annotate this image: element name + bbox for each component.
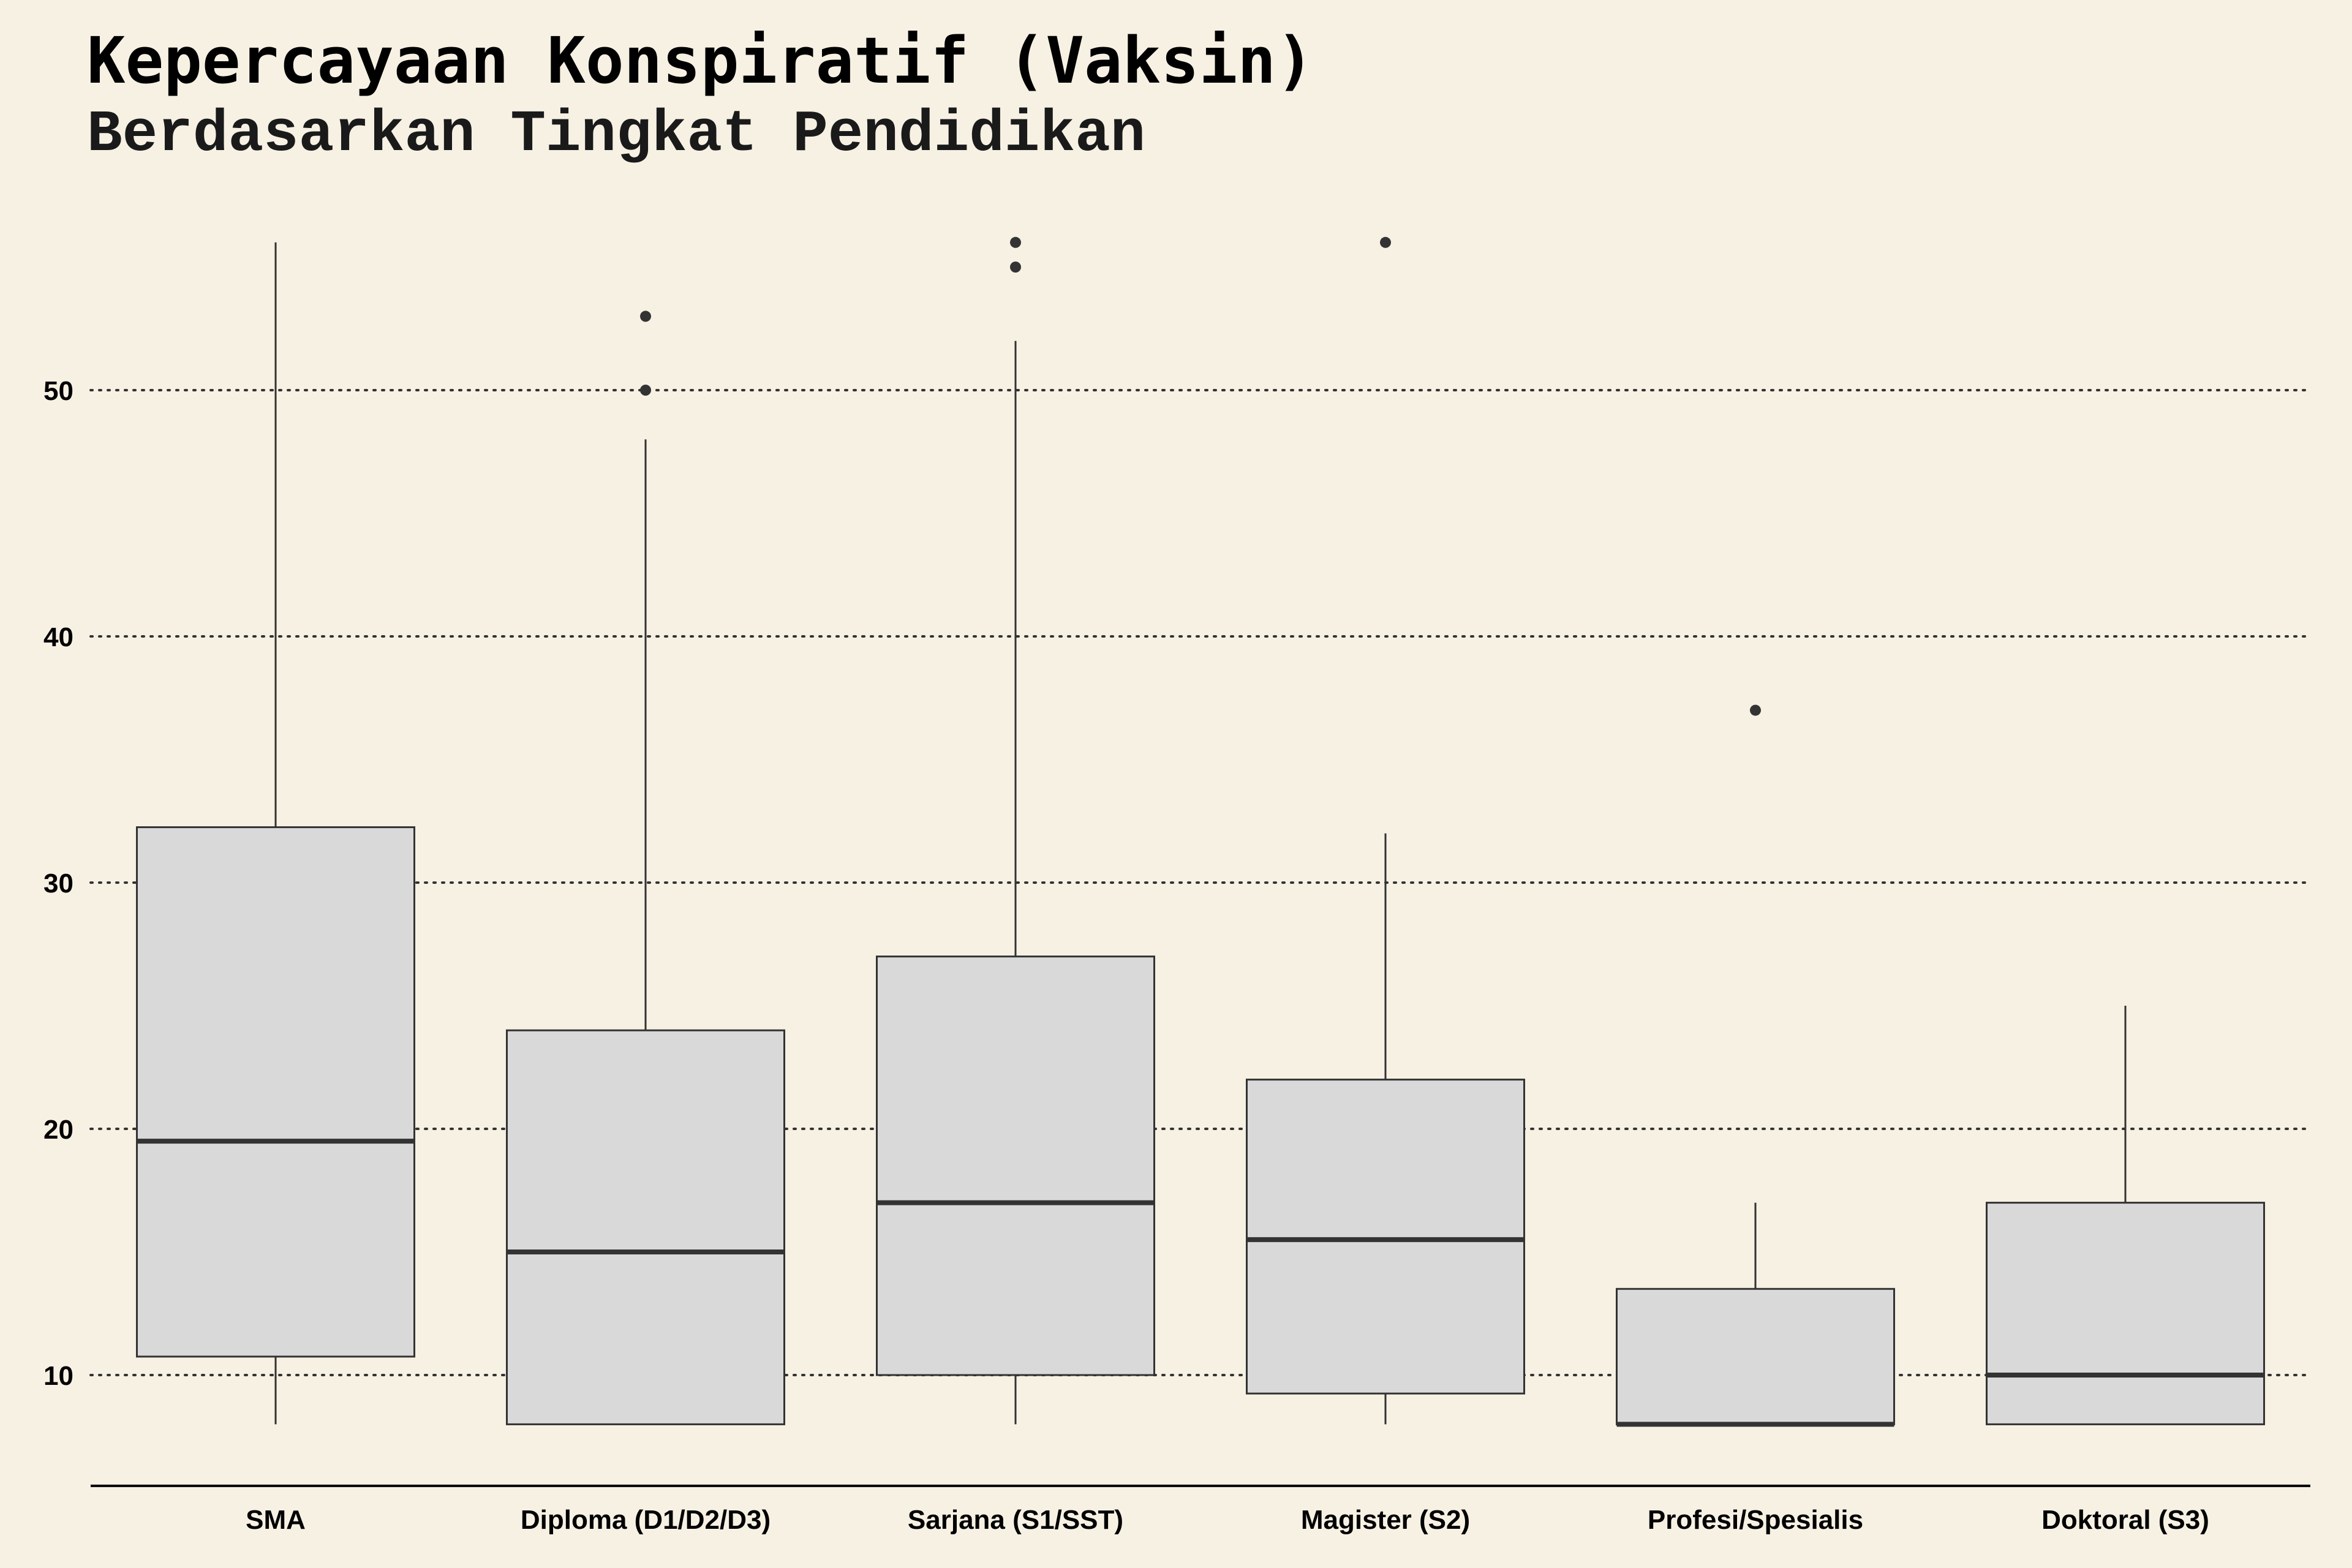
box-3 <box>876 236 1155 1425</box>
box-6 <box>1986 1006 2265 1425</box>
gridlines: 10 20 30 40 50 <box>43 376 2312 1391</box>
iqr-box <box>1616 1287 1895 1425</box>
boxes <box>136 236 2265 1427</box>
outlier-point <box>640 385 651 396</box>
iqr-box <box>506 1029 785 1425</box>
outlier-point <box>640 311 651 322</box>
y-tick-label: 40 <box>43 622 74 652</box>
outlier-point <box>1750 704 1761 716</box>
x-axis: SMA Diploma (D1/D2/D3) Sarjana (S1/SST) Mag… <box>91 1484 2310 1535</box>
box-5 <box>1616 704 1895 1427</box>
x-tick-label: SMA <box>246 1505 306 1535</box>
y-tick-label: 50 <box>43 376 74 406</box>
iqr-box <box>136 826 415 1358</box>
chart-title: Kepercayaan Konspiratif (Vaksin) <box>87 23 1314 98</box>
iqr-box <box>876 956 1155 1376</box>
chart-subtitle: Berdasarkan Tingkat Pendidikan <box>87 101 1146 168</box>
x-tick-label: Diploma (D1/D2/D3) <box>521 1505 771 1535</box>
iqr-box <box>1986 1202 2265 1425</box>
box-4 <box>1246 236 1525 1425</box>
y-tick-label: 20 <box>43 1115 74 1145</box>
x-tick-label: Doktoral (S3) <box>2041 1505 2209 1535</box>
y-tick-label: 10 <box>43 1361 74 1391</box>
outlier-point <box>1380 236 1391 248</box>
outlier-point <box>1010 262 1021 273</box>
iqr-box <box>1246 1079 1525 1395</box>
y-tick-label: 30 <box>43 869 74 899</box>
x-tick-label: Sarjana (S1/SST) <box>908 1505 1123 1535</box>
x-tick-label: Magister (S2) <box>1301 1505 1470 1535</box>
outlier-point <box>1010 236 1021 248</box>
box-1 <box>136 242 415 1425</box>
x-tick-label: Profesi/Spesialis <box>1648 1505 1863 1535</box>
box-2 <box>506 311 785 1425</box>
